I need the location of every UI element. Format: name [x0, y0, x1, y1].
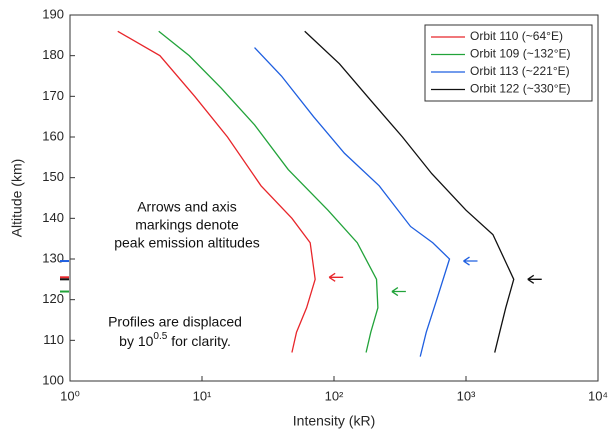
- y-tick-label: 110: [43, 332, 64, 347]
- x-tick-label: 10²: [325, 388, 344, 403]
- peak-arrow: [527, 274, 542, 284]
- legend-label: Orbit 113 (~221°E): [470, 64, 570, 78]
- y-tick-label: 170: [42, 88, 64, 103]
- y-tick-label: 120: [42, 291, 64, 306]
- profile-line: [304, 30, 515, 353]
- profile-line: [117, 30, 316, 353]
- legend-label: Orbit 109 (~132°E): [470, 47, 571, 61]
- y-tick-label: 140: [42, 210, 64, 225]
- x-tick-label: 10⁴: [588, 388, 608, 403]
- peak-arrow: [463, 256, 478, 266]
- annotation-exponent: 0.5: [153, 331, 167, 342]
- y-tick-label: 150: [42, 169, 64, 184]
- y-tick-label: 130: [42, 250, 64, 265]
- annotation-part: by 10: [119, 333, 153, 349]
- x-tick-label: 10⁰: [60, 388, 80, 403]
- annotation-part: for clarity.: [167, 333, 231, 349]
- x-axis-label: Intensity (kR): [293, 413, 375, 429]
- annotation: Profiles are displaced: [108, 314, 242, 330]
- annotation: peak emission altitudes: [114, 235, 260, 251]
- y-tick-label: 160: [42, 128, 64, 143]
- legend-box: [424, 24, 593, 102]
- peak-arrow: [391, 286, 406, 297]
- y-axis-label: Altitude (km): [9, 159, 25, 238]
- y-tick-label: 100: [42, 372, 64, 387]
- annotation: Arrows and axis: [137, 199, 237, 215]
- y-tick-label: 190: [42, 6, 64, 21]
- legend-label: Orbit 122 (~330°E): [470, 82, 571, 96]
- x-tick-label: 10³: [457, 388, 476, 403]
- profile-line: [254, 47, 451, 357]
- legend-label: Orbit 110 (~64°E): [470, 29, 563, 43]
- y-tick-label: 180: [42, 47, 64, 62]
- x-tick-label: 10¹: [193, 388, 212, 403]
- peak-arrow: [328, 272, 344, 282]
- annotation: markings denote: [135, 217, 239, 233]
- annotation: by 100.5 for clarity.: [119, 331, 231, 349]
- profile-line: [158, 30, 379, 353]
